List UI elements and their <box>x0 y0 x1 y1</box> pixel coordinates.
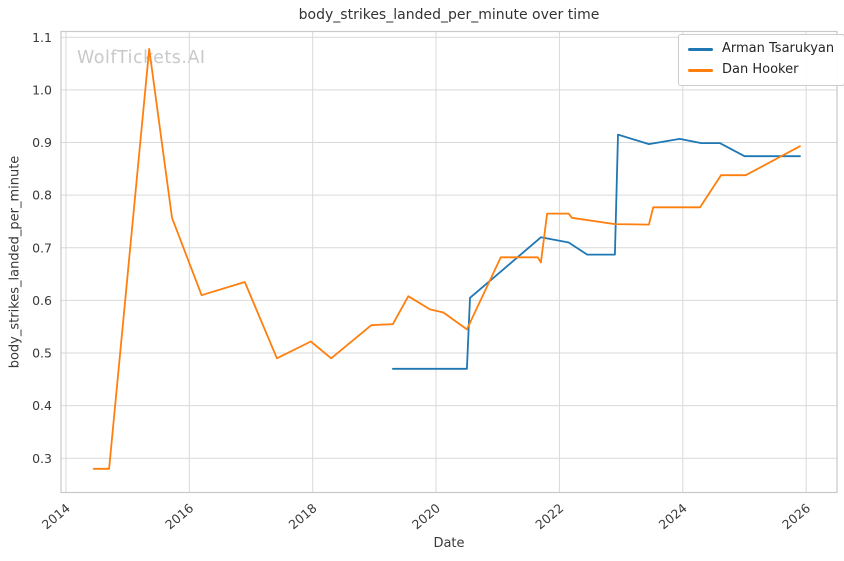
x-tick-label: 2024 <box>656 500 690 532</box>
legend-swatch-orange-line <box>688 68 713 72</box>
y-tick-label: 0.6 <box>32 293 52 308</box>
y-tick-label: 0.5 <box>32 346 52 361</box>
legend: Arman Tsarukyan Dan Hooker <box>678 34 844 86</box>
y-tick-label: 0.7 <box>32 240 52 255</box>
y-axis-label: body_strikes_landed_per_minute <box>7 155 23 369</box>
y-tick-label: 0.8 <box>32 188 52 203</box>
x-tick-label: 2014 <box>39 500 73 532</box>
x-axis-label: Date <box>433 536 465 551</box>
y-tick-label: 1.0 <box>32 82 52 97</box>
legend-swatch-blue-line <box>688 47 713 51</box>
series-line-dan-hooker <box>92 48 801 470</box>
x-tick-label: 2026 <box>779 500 813 532</box>
y-tick-label: 0.3 <box>32 451 52 466</box>
y-tick-label: 1.1 <box>32 30 52 45</box>
x-tick-label: 2022 <box>532 500 566 532</box>
x-tick-label: 2020 <box>409 500 443 532</box>
series-line-arman-tsarukyan <box>391 133 801 370</box>
chart-title: body_strikes_landed_per_minute over time <box>298 7 600 23</box>
legend-item-arman-tsarukyan: Arman Tsarukyan <box>688 41 835 57</box>
legend-label: Dan Hooker <box>722 61 799 77</box>
x-tick-label: 2016 <box>162 500 196 532</box>
legend-label: Arman Tsarukyan <box>722 41 835 56</box>
y-tick-label: 0.4 <box>32 398 52 413</box>
x-tick-label: 2018 <box>286 500 320 532</box>
plot-border <box>60 30 838 494</box>
watermark: WolfTickets.AI <box>77 48 206 68</box>
y-tick-label: 0.9 <box>32 135 52 150</box>
legend-item-dan-hooker: Dan Hooker <box>688 61 834 78</box>
